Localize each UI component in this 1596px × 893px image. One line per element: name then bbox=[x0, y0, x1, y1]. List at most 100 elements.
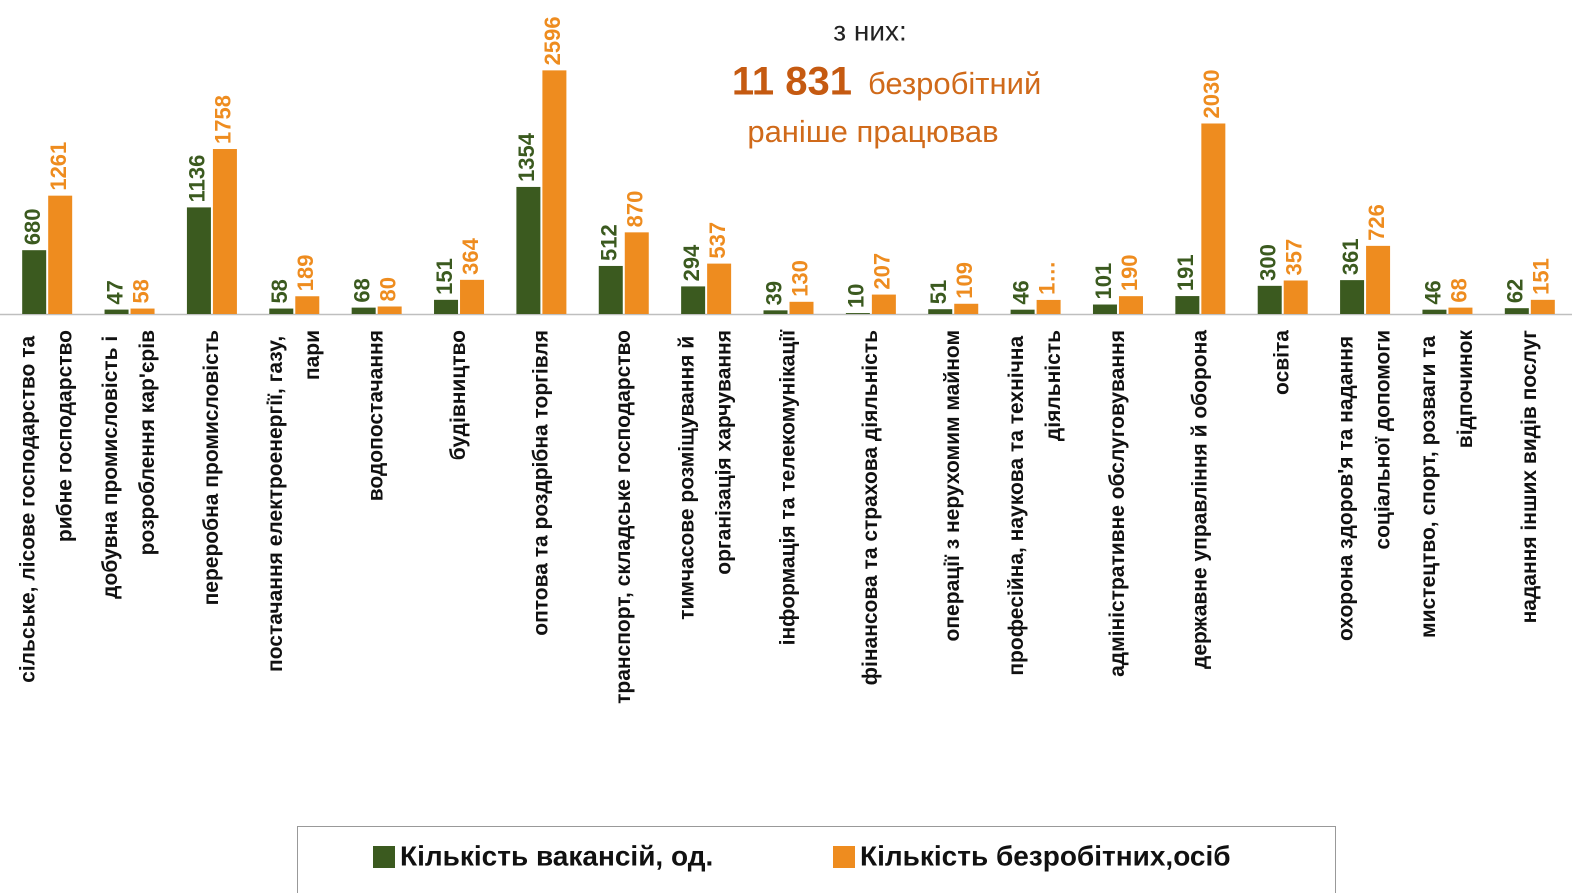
data-label: 151 bbox=[1529, 258, 1554, 295]
data-label: 68 bbox=[349, 278, 374, 302]
legend-swatch bbox=[833, 846, 855, 868]
bar bbox=[1036, 299, 1061, 314]
bar bbox=[598, 265, 623, 314]
x-tick-label: державне управління й оборона bbox=[1188, 330, 1211, 669]
data-label: 191 bbox=[1173, 254, 1198, 291]
data-label: 1136 bbox=[185, 155, 210, 203]
data-label: 1354 bbox=[514, 132, 539, 182]
annotation: 11 831 bbox=[732, 60, 852, 104]
x-tick-label: сільське, лісове господарство та рибне г… bbox=[16, 330, 76, 683]
data-label: 190 bbox=[1117, 254, 1142, 291]
x-tick-label: адміністративне обслуговування bbox=[1106, 330, 1129, 677]
data-label: 62 bbox=[1503, 279, 1528, 303]
bar bbox=[1340, 280, 1365, 314]
data-label: 101 bbox=[1091, 263, 1116, 300]
annotation: з них: bbox=[833, 15, 907, 46]
bar bbox=[1366, 245, 1391, 314]
data-label: 726 bbox=[1364, 204, 1389, 241]
bar bbox=[1010, 309, 1035, 314]
data-label: 364 bbox=[458, 237, 483, 274]
x-tick-label: операції з нерухомим майном bbox=[941, 330, 964, 641]
bar bbox=[295, 296, 320, 314]
legend-swatch bbox=[373, 846, 395, 868]
annotation: раніше працював bbox=[747, 114, 998, 149]
data-label: 300 bbox=[1256, 244, 1281, 281]
data-label: 870 bbox=[623, 191, 648, 228]
data-label: 130 bbox=[787, 260, 812, 297]
bar bbox=[789, 301, 814, 314]
bar bbox=[681, 286, 706, 314]
bar bbox=[845, 313, 870, 314]
data-label: 2596 bbox=[540, 16, 565, 65]
x-tick-label: надання інших видів послуг bbox=[1517, 330, 1540, 624]
bar bbox=[1092, 304, 1117, 314]
bar bbox=[871, 294, 896, 314]
bar bbox=[1118, 296, 1143, 314]
bar bbox=[1530, 299, 1555, 314]
bar bbox=[186, 207, 211, 314]
data-label: 207 bbox=[870, 253, 895, 290]
annotation: безробітний bbox=[868, 66, 1041, 101]
data-label: 361 bbox=[1338, 238, 1363, 275]
data-label: 109 bbox=[952, 262, 977, 299]
data-label: 1… bbox=[1034, 261, 1059, 295]
bar bbox=[212, 149, 237, 314]
bar bbox=[624, 232, 649, 314]
bar bbox=[460, 279, 485, 314]
x-tick-label: транспорт, складське господарство bbox=[611, 330, 634, 704]
data-label: 46 bbox=[1420, 280, 1445, 304]
x-tick-label: водопостачання bbox=[364, 330, 387, 501]
data-label: 2030 bbox=[1199, 70, 1224, 119]
data-label: 80 bbox=[375, 277, 400, 301]
legend-label: Кількість безробітних,осіб bbox=[860, 840, 1231, 871]
data-label: 51 bbox=[926, 280, 951, 304]
x-tick-label: мистецтво, спорт, розваги та відпочинок bbox=[1416, 330, 1476, 638]
x-tick-label: оптова та роздрібна торгівля bbox=[529, 330, 552, 636]
legend-label: Кількість вакансій, од. bbox=[400, 840, 713, 871]
bar bbox=[516, 186, 541, 314]
x-tick-label: фінансова та страхова діяльність bbox=[858, 330, 881, 685]
x-tick-label: постачання електроенергії, газу, пари bbox=[263, 330, 323, 672]
x-tick-label: інформація та телекомунікації bbox=[776, 329, 799, 645]
x-tick-label: професійна, наукова та технічна діяльніс… bbox=[1005, 330, 1065, 676]
data-label: 151 bbox=[432, 258, 457, 295]
data-label: 294 bbox=[679, 244, 704, 281]
bar bbox=[1257, 285, 1282, 314]
x-tick-label: освіта bbox=[1270, 330, 1293, 395]
bar bbox=[1448, 307, 1473, 314]
data-label: 537 bbox=[705, 222, 730, 259]
bar bbox=[269, 308, 294, 314]
bar bbox=[542, 70, 567, 314]
bar bbox=[22, 250, 47, 314]
bar bbox=[434, 299, 459, 314]
bar bbox=[377, 306, 402, 314]
bar bbox=[1201, 123, 1226, 314]
bar bbox=[351, 307, 376, 314]
bar bbox=[104, 309, 129, 314]
data-label: 68 bbox=[1446, 278, 1471, 302]
bar bbox=[1504, 308, 1529, 314]
bar bbox=[48, 195, 73, 314]
x-tick-label: добувна промисловість і розроблення кар'… bbox=[99, 330, 159, 599]
x-tick-label: тимчасове розміщування й організація хар… bbox=[675, 330, 735, 620]
bar bbox=[1283, 280, 1308, 314]
data-label: 512 bbox=[597, 224, 622, 261]
data-label: 357 bbox=[1282, 239, 1307, 276]
bar bbox=[130, 308, 155, 314]
data-label: 58 bbox=[267, 279, 292, 303]
data-label: 1261 bbox=[46, 142, 71, 191]
bar bbox=[707, 263, 732, 314]
bar bbox=[954, 303, 979, 314]
bar bbox=[928, 309, 953, 314]
x-tick-label: будівництво bbox=[447, 330, 470, 460]
data-label: 58 bbox=[128, 279, 153, 303]
bar bbox=[1175, 296, 1200, 314]
legend-box bbox=[297, 826, 1336, 893]
x-tick-label: переробна промисловість bbox=[199, 330, 222, 605]
data-label: 47 bbox=[102, 280, 127, 304]
data-label: 680 bbox=[20, 208, 45, 245]
data-label: 189 bbox=[293, 255, 318, 292]
data-label: 1758 bbox=[211, 95, 236, 144]
bar bbox=[763, 310, 788, 314]
